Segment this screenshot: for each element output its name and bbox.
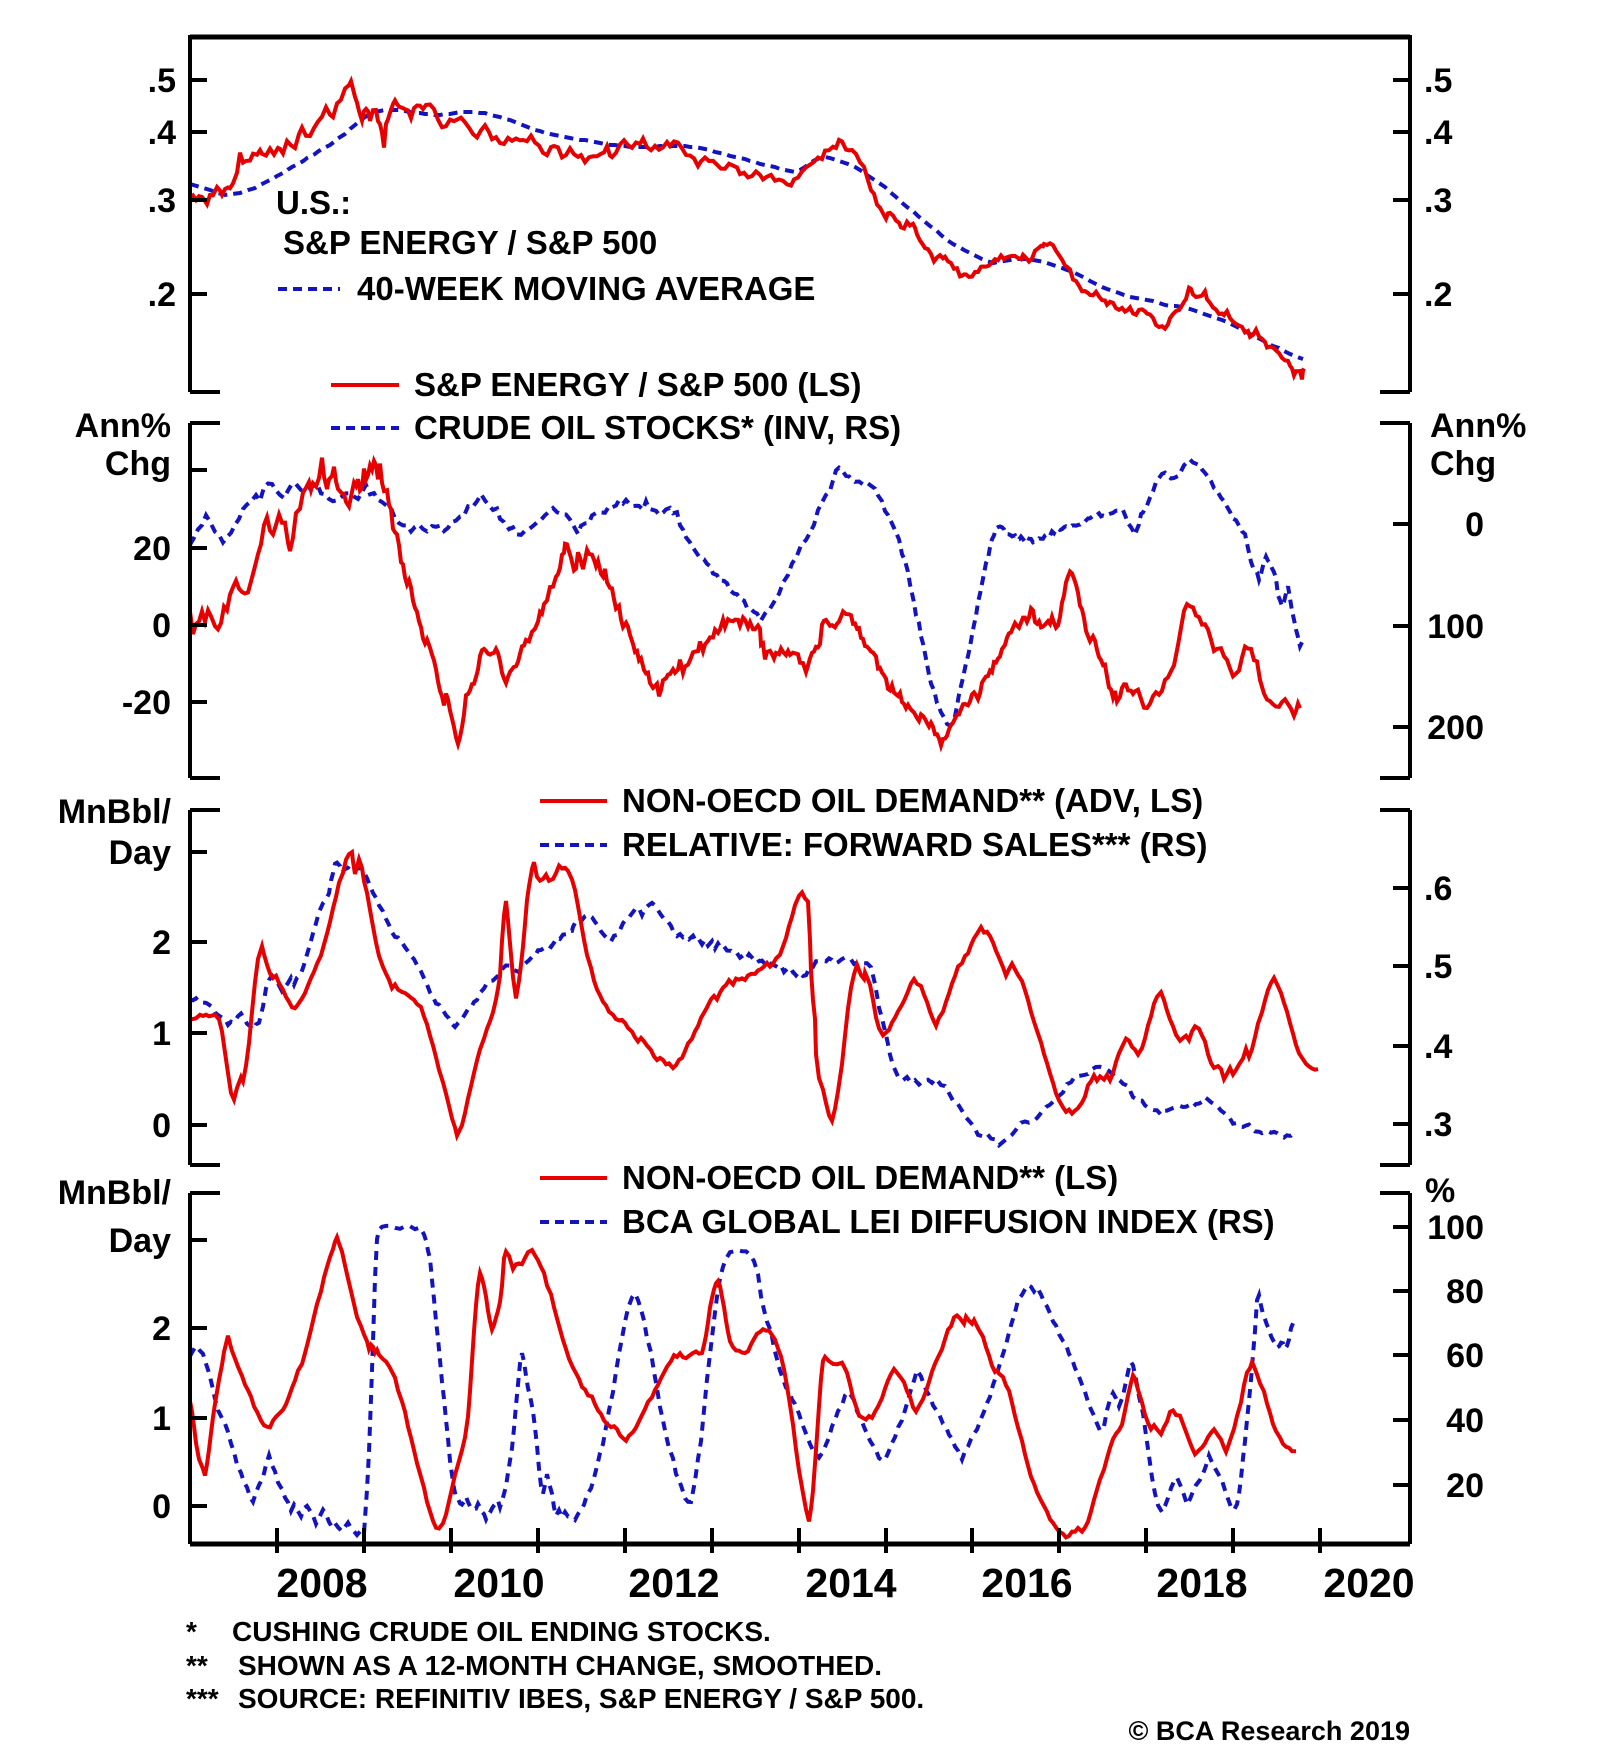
svg-text:SOURCE: REFINITIV IBES, S&P EN: SOURCE: REFINITIV IBES, S&P ENERGY / S&P… (238, 1683, 924, 1714)
svg-text:Chg: Chg (1430, 445, 1496, 483)
svg-text:2016: 2016 (981, 1560, 1072, 1606)
svg-text:2014: 2014 (805, 1560, 896, 1606)
svg-text:BCA GLOBAL LEI DIFFUSION INDEX: BCA GLOBAL LEI DIFFUSION INDEX (RS) (622, 1203, 1275, 1240)
svg-text:Day: Day (109, 1222, 171, 1260)
svg-text:.4: .4 (1424, 1028, 1452, 1066)
svg-text:NON-OECD OIL DEMAND** (LS): NON-OECD OIL DEMAND** (LS) (622, 1159, 1118, 1196)
svg-text:CRUDE OIL STOCKS* (INV, RS): CRUDE OIL STOCKS* (INV, RS) (414, 409, 901, 446)
svg-text:20: 20 (133, 530, 171, 568)
svg-text:40: 40 (1446, 1402, 1484, 1440)
svg-text:2018: 2018 (1156, 1560, 1247, 1606)
svg-text:1: 1 (152, 1015, 171, 1053)
svg-text:1: 1 (152, 1400, 171, 1438)
svg-text:.5: .5 (1424, 62, 1452, 100)
svg-text:100: 100 (1427, 1209, 1484, 1247)
svg-text:Ann%: Ann% (75, 407, 171, 445)
svg-text:MnBbl/: MnBbl/ (58, 1174, 172, 1212)
svg-text:NON-OECD OIL DEMAND** (ADV, LS: NON-OECD OIL DEMAND** (ADV, LS) (622, 782, 1203, 819)
svg-text:Day: Day (109, 834, 171, 872)
svg-text:.4: .4 (148, 114, 176, 152)
svg-text:SHOWN AS A 12-MONTH CHANGE, SM: SHOWN AS A 12-MONTH CHANGE, SMOOTHED. (238, 1650, 882, 1681)
svg-text:CUSHING CRUDE OIL ENDING STOCK: CUSHING CRUDE OIL ENDING STOCKS. (232, 1616, 771, 1647)
svg-text:0: 0 (1465, 506, 1484, 544)
svg-text:0: 0 (152, 1488, 171, 1526)
svg-text:.4: .4 (1424, 114, 1452, 152)
svg-text:U.S.:: U.S.: (276, 184, 351, 221)
svg-text:Ann%: Ann% (1430, 407, 1526, 445)
svg-text:.3: .3 (1424, 182, 1452, 220)
svg-text:MnBbl/: MnBbl/ (58, 793, 172, 831)
svg-text:2008: 2008 (276, 1560, 367, 1606)
svg-text:S&P ENERGY / S&P 500: S&P ENERGY / S&P 500 (283, 224, 657, 261)
svg-text:2012: 2012 (628, 1560, 719, 1606)
svg-text:.6: .6 (1424, 870, 1452, 908)
svg-text:200: 200 (1427, 709, 1484, 747)
svg-text:.2: .2 (1424, 276, 1452, 314)
svg-text:0: 0 (152, 1107, 171, 1145)
svg-text:2: 2 (152, 924, 171, 962)
svg-text:%: % (1425, 1172, 1455, 1210)
svg-text:60: 60 (1446, 1337, 1484, 1375)
svg-text:© BCA Research 2019: © BCA Research 2019 (1128, 1716, 1410, 1746)
svg-text:20: 20 (1446, 1467, 1484, 1505)
svg-text:Chg: Chg (105, 445, 171, 483)
svg-text:***: *** (186, 1683, 219, 1714)
svg-text:.3: .3 (1424, 1106, 1452, 1144)
svg-text:0: 0 (152, 607, 171, 645)
svg-text:2010: 2010 (453, 1560, 544, 1606)
svg-text:S&P ENERGY / S&P 500 (LS): S&P ENERGY / S&P 500 (LS) (414, 366, 862, 403)
svg-text:.5: .5 (148, 62, 176, 100)
svg-text:*: * (186, 1616, 197, 1647)
svg-text:2020: 2020 (1323, 1560, 1414, 1606)
svg-text:100: 100 (1427, 608, 1484, 646)
svg-text:-20: -20 (122, 684, 171, 722)
svg-text:.3: .3 (148, 182, 176, 220)
svg-text:**: ** (186, 1650, 208, 1681)
svg-text:RELATIVE: FORWARD SALES*** (RS: RELATIVE: FORWARD SALES*** (RS) (622, 826, 1207, 863)
svg-text:40-WEEK MOVING AVERAGE: 40-WEEK MOVING AVERAGE (357, 270, 815, 307)
svg-text:.2: .2 (148, 276, 176, 314)
svg-text:80: 80 (1446, 1273, 1484, 1311)
svg-text:.5: .5 (1424, 948, 1452, 986)
svg-text:2: 2 (152, 1310, 171, 1348)
